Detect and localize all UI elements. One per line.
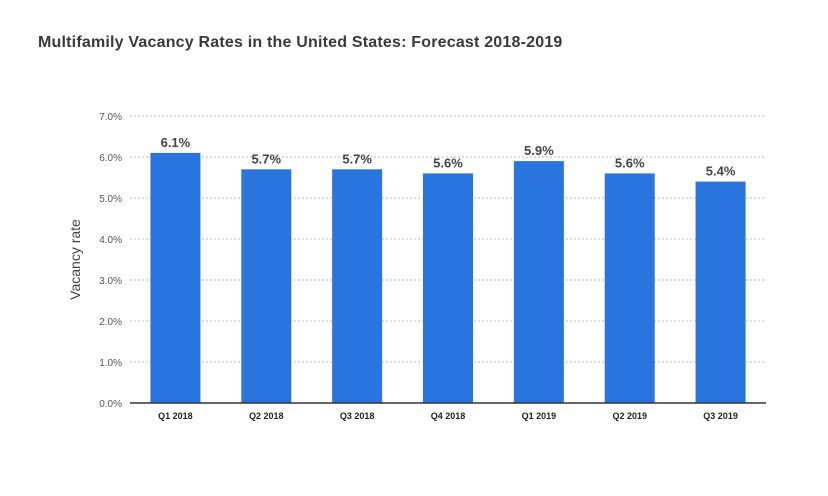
y-tick-label: 5.0%: [99, 194, 122, 205]
value-label: 5.4%: [706, 164, 736, 179]
gridlines: [130, 115, 766, 363]
value-label: 5.6%: [615, 155, 645, 170]
y-tick-label: 6.0%: [99, 153, 122, 164]
y-tick-label: 4.0%: [99, 235, 122, 246]
y-axis-ticks: 0.0% 1.0% 2.0% 3.0% 4.0% 5.0% 6.0% 7.0%: [99, 112, 122, 410]
x-tick-label: Q2 2018: [249, 411, 284, 421]
bar[interactable]: [150, 152, 201, 403]
bar[interactable]: [423, 173, 473, 403]
bar[interactable]: [513, 161, 564, 403]
bar[interactable]: [241, 169, 292, 403]
value-label: 5.7%: [342, 151, 372, 166]
y-axis-title: Vacancy rate: [67, 219, 83, 300]
x-tick-label: Q4 2018: [431, 411, 466, 421]
x-tick-label: Q3 2018: [340, 411, 375, 421]
y-tick-label: 3.0%: [99, 276, 122, 287]
bar[interactable]: [604, 173, 655, 403]
value-label: 5.9%: [524, 143, 554, 158]
y-tick-label: 0.0%: [99, 399, 122, 410]
x-tick-label: Q1 2018: [158, 411, 193, 421]
bar[interactable]: [695, 181, 746, 403]
y-tick-label: 1.0%: [99, 358, 122, 369]
x-tick-label: Q3 2019: [703, 411, 738, 421]
y-tick-label: 2.0%: [99, 317, 122, 328]
x-tick-label: Q2 2019: [612, 411, 647, 421]
value-label: 5.7%: [251, 151, 281, 166]
x-axis-ticks: Q1 2018 Q2 2018 Q3 2018 Q4 2018 Q1 2019 Q2 20…: [158, 411, 738, 421]
bar[interactable]: [332, 169, 383, 403]
bars: [150, 152, 746, 403]
y-tick-label: 7.0%: [99, 112, 122, 123]
value-label: 5.6%: [433, 155, 463, 170]
x-tick-label: Q1 2019: [522, 411, 557, 421]
chart-title: Multifamily Vacancy Rates in the United …: [38, 34, 563, 51]
value-labels: 6.1% 5.7% 5.7% 5.6% 5.9% 5.6% 5.4%: [161, 135, 736, 179]
value-label: 6.1%: [161, 135, 191, 150]
